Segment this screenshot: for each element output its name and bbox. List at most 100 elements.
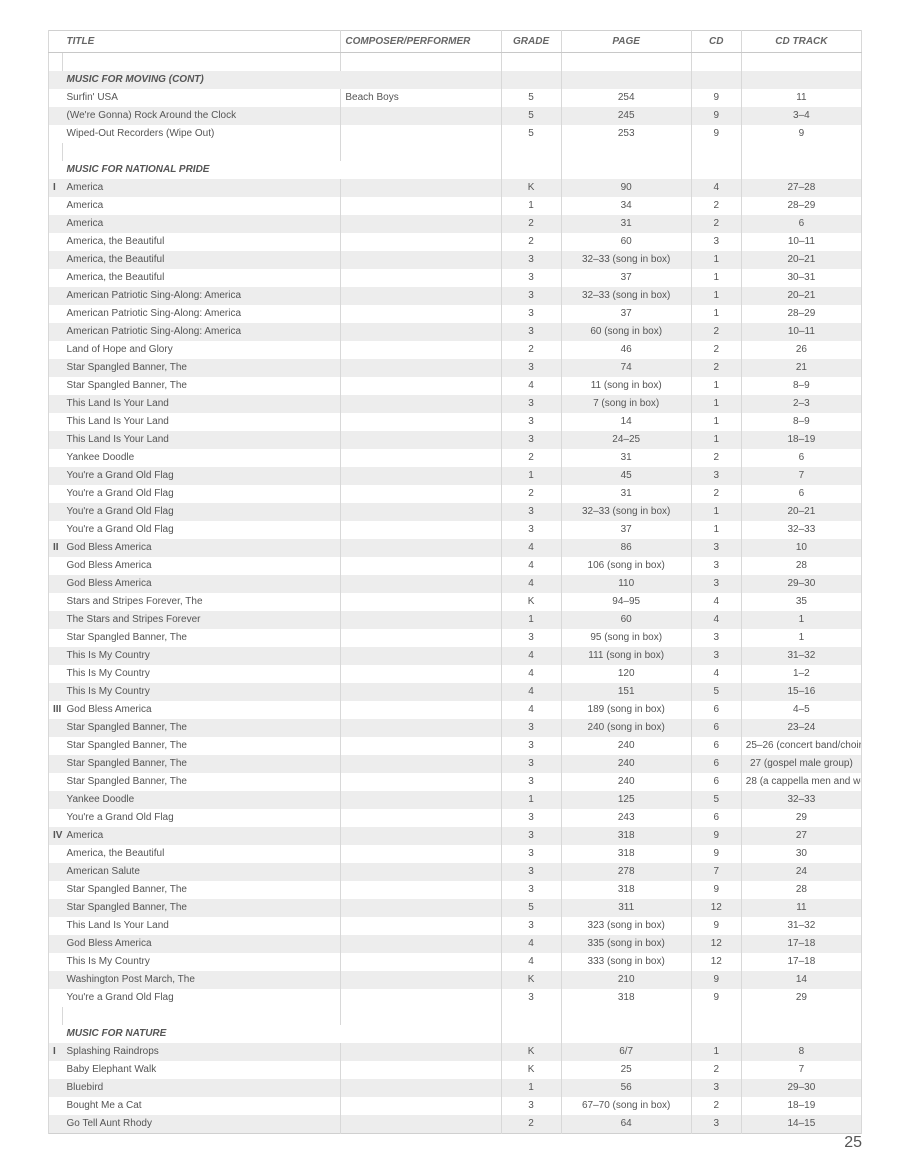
- cd-track: 29–30: [741, 1079, 861, 1097]
- table-row: You're a Grand Old Flag23126: [49, 485, 862, 503]
- song-title: You're a Grand Old Flag: [63, 989, 341, 1007]
- song-title: America: [63, 827, 341, 845]
- grade: 4: [501, 683, 561, 701]
- page: 60: [561, 611, 691, 629]
- grade: 2: [501, 233, 561, 251]
- composer-performer: [341, 521, 501, 539]
- grade: 3: [501, 809, 561, 827]
- page: 90: [561, 179, 691, 197]
- composer-performer: [341, 359, 501, 377]
- cd-track: 20–21: [741, 503, 861, 521]
- table-row: IIGod Bless America486310: [49, 539, 862, 557]
- cd: 2: [691, 1061, 741, 1079]
- cd-track: 8: [741, 1043, 861, 1061]
- row-mark: [49, 1097, 63, 1115]
- table-row: God Bless America4106 (song in box)328: [49, 557, 862, 575]
- cd: 6: [691, 737, 741, 755]
- row-mark: [49, 971, 63, 989]
- section-heading: MUSIC FOR NATURE: [63, 1025, 502, 1043]
- song-title: This Land Is Your Land: [63, 431, 341, 449]
- cd: 9: [691, 827, 741, 845]
- cd: 1: [691, 269, 741, 287]
- row-mark: [49, 449, 63, 467]
- row-mark: [49, 1061, 63, 1079]
- song-title: Yankee Doodle: [63, 449, 341, 467]
- composer-performer: [341, 341, 501, 359]
- page: 45: [561, 467, 691, 485]
- grade: 3: [501, 719, 561, 737]
- grade: 5: [501, 107, 561, 125]
- song-title: Star Spangled Banner, The: [63, 359, 341, 377]
- table-row: You're a Grand Old Flag3318929: [49, 989, 862, 1007]
- composer-performer: [341, 971, 501, 989]
- cd-track: 20–21: [741, 287, 861, 305]
- page: 95 (song in box): [561, 629, 691, 647]
- grade: 3: [501, 629, 561, 647]
- cd: 9: [691, 125, 741, 143]
- row-mark: [49, 899, 63, 917]
- page: 32–33 (song in box): [561, 503, 691, 521]
- cd-track: 28–29: [741, 305, 861, 323]
- table-row: Star Spangled Banner, The395 (song in bo…: [49, 629, 862, 647]
- cd-track: 11: [741, 899, 861, 917]
- table-row: America134228–29: [49, 197, 862, 215]
- row-mark: [49, 593, 63, 611]
- cd-track: 31–32: [741, 917, 861, 935]
- page: 240: [561, 737, 691, 755]
- cd-track: 28: [741, 881, 861, 899]
- cd-track: 17–18: [741, 935, 861, 953]
- grade: 3: [501, 269, 561, 287]
- composer-performer: [341, 629, 501, 647]
- page: 14: [561, 413, 691, 431]
- song-title: American Patriotic Sing-Along: America: [63, 323, 341, 341]
- table-row: ISplashing RaindropsK6/718: [49, 1043, 862, 1061]
- cd: 3: [691, 1115, 741, 1134]
- table-row: The Stars and Stripes Forever16041: [49, 611, 862, 629]
- col-composer: COMPOSER/PERFORMER: [341, 31, 501, 53]
- grade: 2: [501, 215, 561, 233]
- composer-performer: [341, 1097, 501, 1115]
- row-mark: [49, 467, 63, 485]
- song-title: This Is My Country: [63, 665, 341, 683]
- cd-track: 10: [741, 539, 861, 557]
- composer-performer: [341, 1079, 501, 1097]
- song-title: Star Spangled Banner, The: [63, 737, 341, 755]
- table-row: This Is My Country412041–2: [49, 665, 862, 683]
- grade: 3: [501, 503, 561, 521]
- song-title: God Bless America: [63, 539, 341, 557]
- song-title: America: [63, 215, 341, 233]
- composer-performer: [341, 953, 501, 971]
- page: 31: [561, 449, 691, 467]
- composer-performer: [341, 269, 501, 287]
- cd-track: 28 (a cappella men and women): [741, 773, 861, 791]
- table-row: Wiped-Out Recorders (Wipe Out)525399: [49, 125, 862, 143]
- song-title: This Land Is Your Land: [63, 917, 341, 935]
- grade: 1: [501, 467, 561, 485]
- cd-track: 27–28: [741, 179, 861, 197]
- cd-track: 18–19: [741, 431, 861, 449]
- table-row: God Bless America4110329–30: [49, 575, 862, 593]
- cd: 9: [691, 107, 741, 125]
- table-row: America, the Beautiful260310–11: [49, 233, 862, 251]
- cd-track: 24: [741, 863, 861, 881]
- table-row: Bluebird156329–30: [49, 1079, 862, 1097]
- table-row: You're a Grand Old Flag337132–33: [49, 521, 862, 539]
- page: 240: [561, 755, 691, 773]
- row-mark: [49, 323, 63, 341]
- grade: 3: [501, 251, 561, 269]
- table-row: This Is My Country4111 (song in box)331–…: [49, 647, 862, 665]
- row-mark: [49, 233, 63, 251]
- grade: 3: [501, 863, 561, 881]
- table-row: Stars and Stripes Forever, TheK94–95435: [49, 593, 862, 611]
- cd-track: 6: [741, 485, 861, 503]
- col-page: PAGE: [561, 31, 691, 53]
- grade: 4: [501, 665, 561, 683]
- table-row: Baby Elephant WalkK2527: [49, 1061, 862, 1079]
- row-mark: [49, 1079, 63, 1097]
- table-row: This Is My Country4333 (song in box)1217…: [49, 953, 862, 971]
- row-mark: II: [49, 539, 63, 557]
- cd-track: 3–4: [741, 107, 861, 125]
- cd-track: 26: [741, 341, 861, 359]
- composer-performer: [341, 503, 501, 521]
- cd-track: 18–19: [741, 1097, 861, 1115]
